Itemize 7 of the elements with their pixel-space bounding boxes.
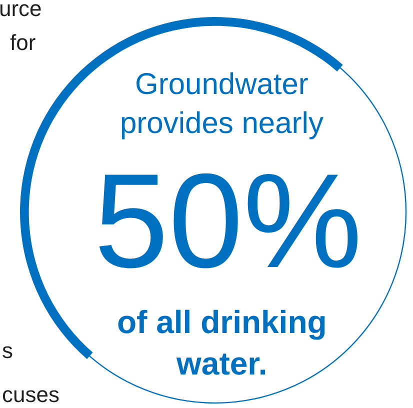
text: urce [0,0,42,21]
text: cuses [2,382,60,407]
text: 50% [94,147,362,296]
text: of all drinking water. [117,304,327,382]
text: for [10,30,36,55]
text: s [2,338,13,363]
text: Groundwater provides nearly [120,68,324,140]
